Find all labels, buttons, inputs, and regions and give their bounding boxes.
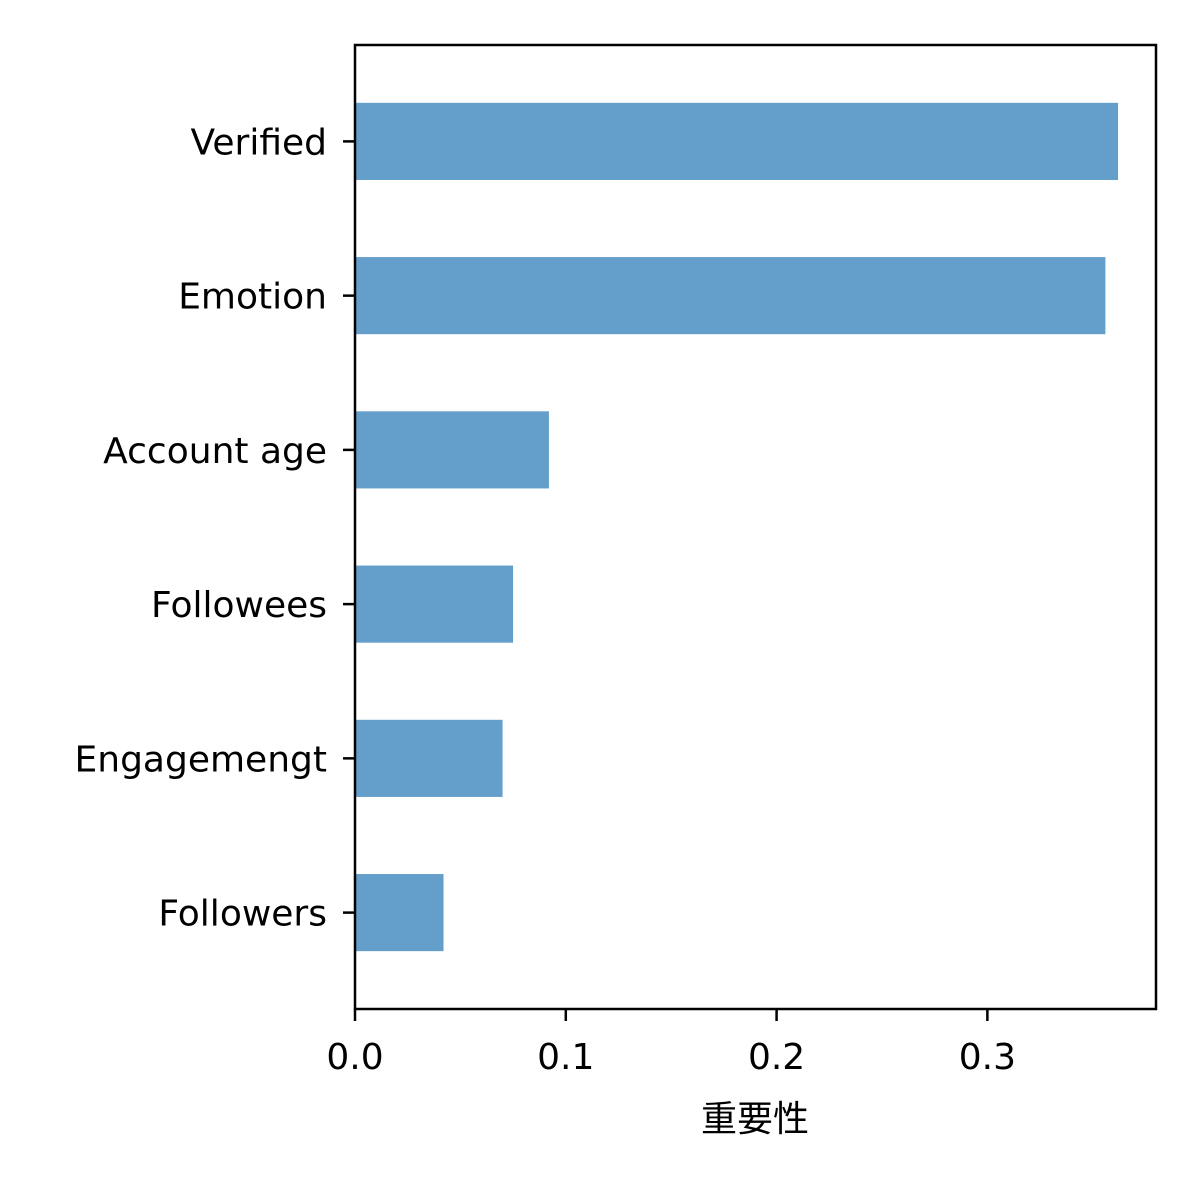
y-tick-label: Emotion: [178, 277, 327, 318]
x-tick-label: 0.2: [748, 1037, 805, 1078]
y-tick-label: Verified: [191, 122, 327, 163]
plot-frame: [353, 43, 1158, 1011]
y-tick-label: Account age: [103, 431, 327, 472]
bar-engagemengt: [355, 719, 503, 797]
bar-emotion: [355, 257, 1106, 335]
y-tick-label: Followers: [158, 894, 327, 935]
bar-followers: [355, 874, 444, 952]
x-tick-label: 0.3: [959, 1037, 1016, 1078]
x-axis-title: 重要性: [701, 1099, 809, 1140]
y-tick-label: Followees: [151, 585, 327, 626]
x-tick-label: 0.1: [537, 1037, 594, 1078]
x-axis: 0.0 0.1 0.2 0.3: [326, 1009, 1016, 1078]
bar-verified: [355, 102, 1119, 180]
y-axis: Verified Emotion Account age Followees Engag…: [75, 122, 355, 935]
bar-followees: [355, 565, 514, 643]
y-tick-label: Engagemengt: [75, 739, 327, 780]
x-tick-label: 0.0: [326, 1037, 383, 1078]
bar-series: [355, 102, 1119, 952]
bar-account-age: [355, 411, 549, 489]
